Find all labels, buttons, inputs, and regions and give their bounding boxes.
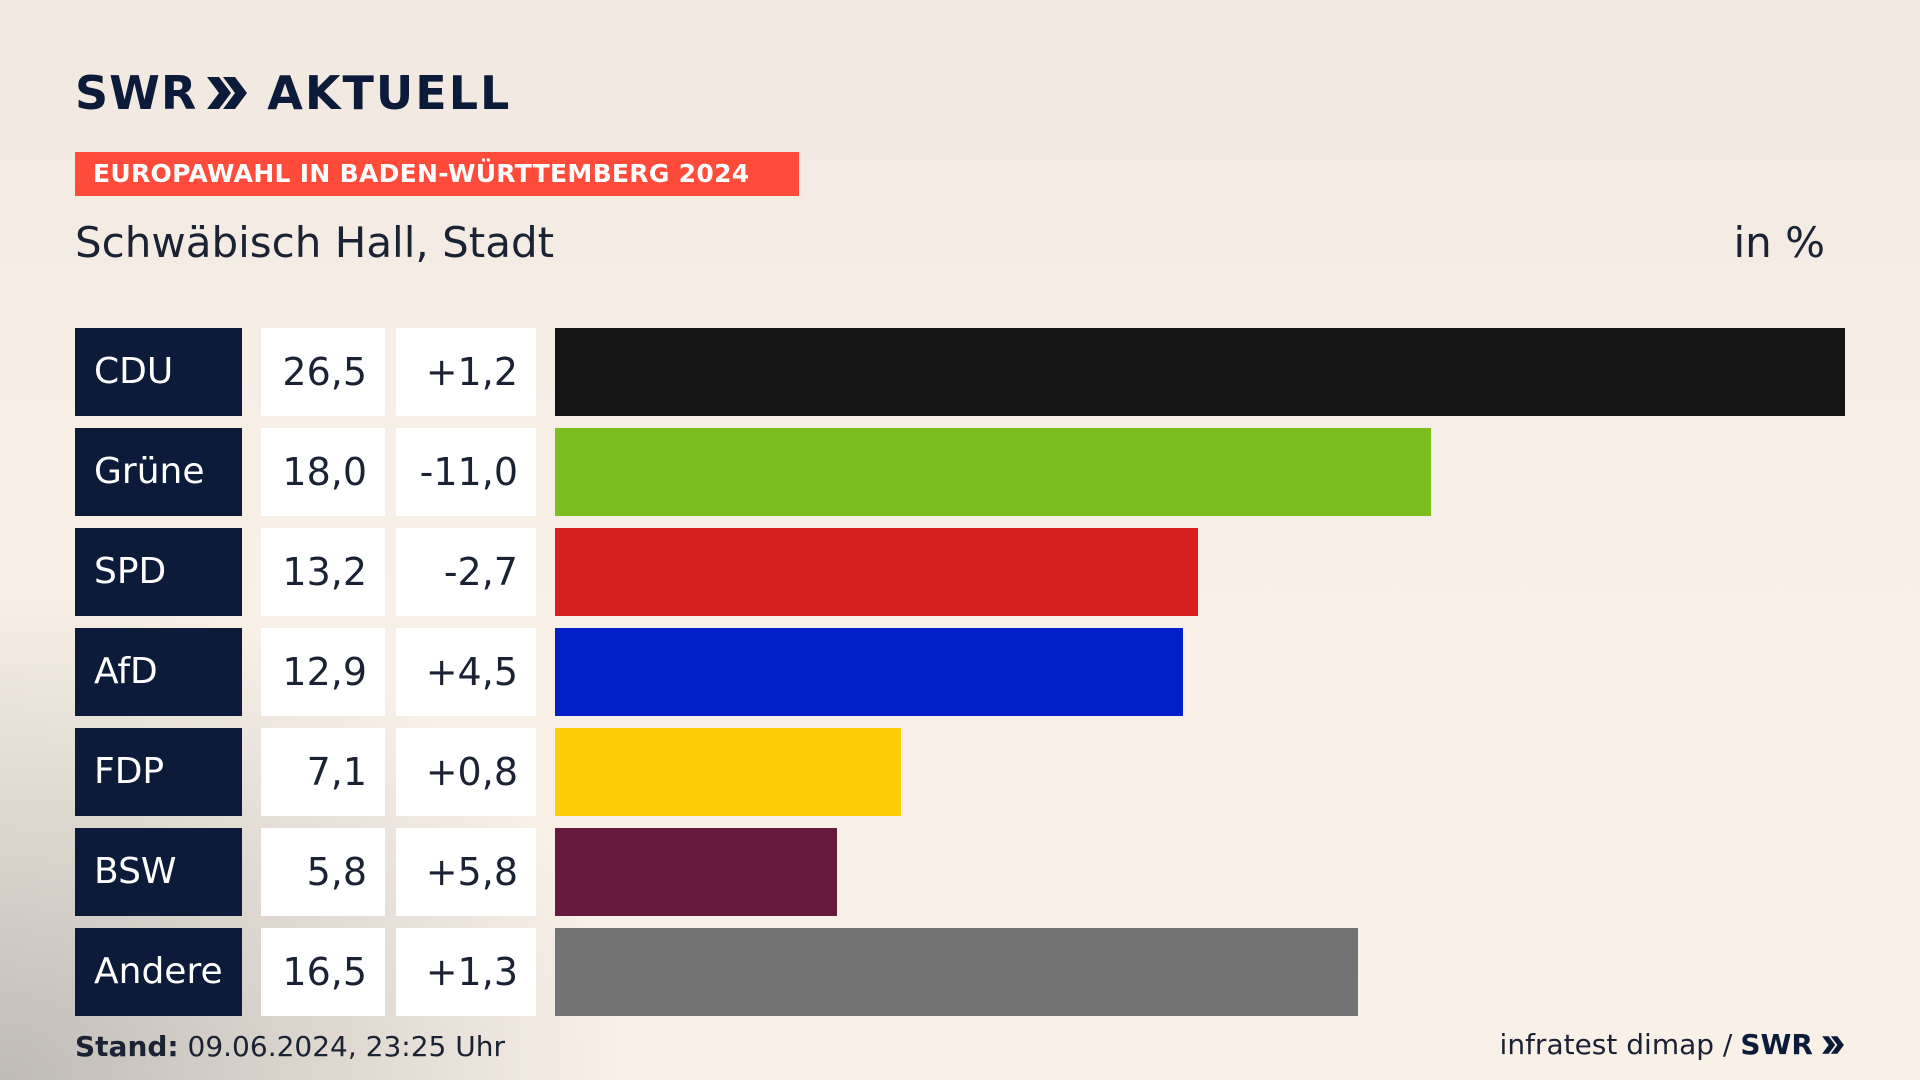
double-chevron-small-icon — [1822, 1035, 1844, 1054]
party-label: CDU — [75, 328, 242, 416]
stand-value: 09.06.2024, 23:25 Uhr — [187, 1030, 505, 1063]
vote-share-label: 12,9 — [261, 628, 385, 716]
vote-share-label: 13,2 — [261, 528, 385, 616]
party-label: BSW — [75, 828, 242, 916]
vote-share-label: 5,8 — [261, 828, 385, 916]
change-label: -2,7 — [396, 528, 536, 616]
aktuell-title: AKTUELL — [267, 66, 512, 120]
timestamp: Stand: 09.06.2024, 23:25 Uhr — [75, 1030, 505, 1063]
vote-share-label: 16,5 — [261, 928, 385, 1016]
party-label: FDP — [75, 728, 242, 816]
source-credit: infratest dimap / SWR — [1500, 1028, 1845, 1061]
swr-logo-text: SWR — [75, 66, 198, 120]
vote-share-label: 18,0 — [261, 428, 385, 516]
bar — [555, 528, 1198, 616]
double-chevron-icon — [207, 77, 248, 109]
change-label: -11,0 — [396, 428, 536, 516]
change-label: +4,5 — [396, 628, 536, 716]
vote-share-label: 26,5 — [261, 328, 385, 416]
bar — [555, 628, 1183, 716]
swr-aktuell-logo: SWR AKTUELL — [75, 66, 511, 120]
change-label: +0,8 — [396, 728, 536, 816]
chart-subtitle: Schwäbisch Hall, Stadt — [75, 218, 555, 267]
party-label: Andere — [75, 928, 242, 1016]
bar — [555, 328, 1845, 416]
vote-share-label: 7,1 — [261, 728, 385, 816]
bar — [555, 828, 837, 916]
election-badge: EUROPAWAHL IN BADEN-WÜRTTEMBERG 2024 — [75, 152, 799, 196]
party-label: AfD — [75, 628, 242, 716]
party-label: Grüne — [75, 428, 242, 516]
swr-small-logo: SWR — [1740, 1028, 1813, 1061]
unit-label: in % — [1733, 218, 1825, 267]
change-label: +5,8 — [396, 828, 536, 916]
bar — [555, 728, 901, 816]
stand-label: Stand: — [75, 1030, 179, 1063]
bar — [555, 428, 1431, 516]
bar — [555, 928, 1358, 1016]
party-label: SPD — [75, 528, 242, 616]
change-label: +1,3 — [396, 928, 536, 1016]
change-label: +1,2 — [396, 328, 536, 416]
source-text: infratest dimap / — [1499, 1028, 1733, 1061]
